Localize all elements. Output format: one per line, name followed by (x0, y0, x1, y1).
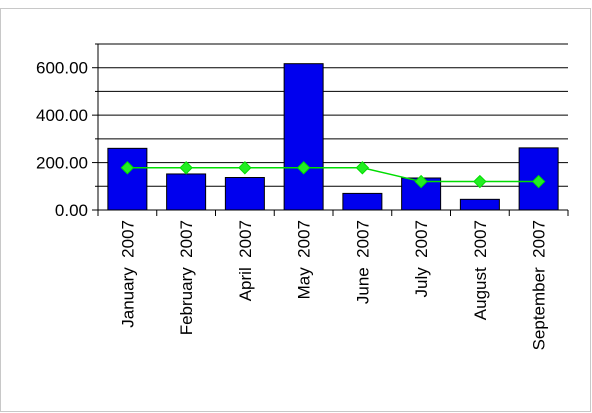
y-tick-label: 600.00 (36, 59, 88, 78)
bar (107, 147, 148, 211)
x-tick-labels: January 2007 February 2007 April 2007 May 2… (118, 220, 548, 350)
x-tick-label: February 2007 (177, 220, 196, 335)
x-tick-label: September 2007 (530, 220, 549, 350)
x-tick-label: April 2007 (236, 220, 255, 301)
y-tick-label: 200.00 (36, 154, 88, 173)
line-point (473, 174, 487, 189)
bar (166, 173, 207, 211)
bar (459, 198, 500, 211)
line-series (120, 161, 546, 189)
x-tick-label: May 2007 (295, 220, 314, 299)
x-tick-label: June 2007 (353, 220, 372, 304)
y-tick-labels: 0.00 200.00 400.00 600.00 (36, 59, 88, 220)
x-tick-label: August 2007 (471, 220, 490, 320)
y-tick-label: 0.00 (55, 201, 88, 220)
x-tick-label: July 2007 (412, 220, 431, 298)
x-tick-label: January 2007 (118, 220, 137, 328)
line-point (414, 174, 428, 189)
axes (92, 43, 569, 216)
bar (224, 177, 265, 211)
line-point (296, 161, 311, 175)
bar-series (107, 63, 559, 211)
bar (283, 63, 324, 211)
y-tick-label: 400.00 (36, 106, 88, 125)
series-line (127, 167, 539, 183)
line-point (531, 174, 546, 189)
line-point (355, 161, 370, 175)
line-point (238, 161, 252, 175)
bar (342, 192, 383, 211)
line-point (179, 161, 193, 175)
line-point (120, 161, 135, 175)
